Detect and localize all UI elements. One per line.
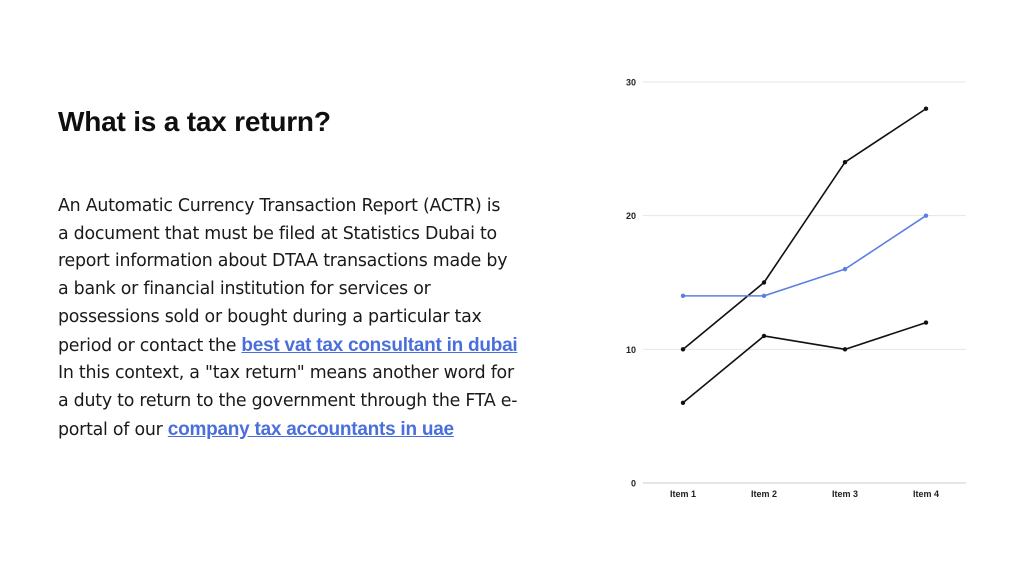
data-point [761,280,767,285]
chart-gridlines [643,81,966,484]
y-tick-label: 20 [626,211,636,221]
data-point [680,347,686,352]
y-tick-label: 30 [626,78,636,88]
x-tick-label: Item 2 [751,489,777,499]
data-point [761,293,767,299]
line-chart: 0 10 20 30 Item 1 Item 2 Item 3 Item 4 [626,78,966,499]
body-line: report information about DTAA transactio… [58,251,508,272]
body-paragraph: An Automatic Currency Transaction Report… [58,193,558,444]
data-point [842,160,848,165]
data-point [842,347,848,352]
series-line [682,108,927,350]
body-line: portal of our company tax accountants in… [58,416,558,445]
data-point [842,266,848,272]
data-point [680,400,686,405]
y-tick-label: 0 [631,479,636,489]
body-line: a duty to return to the government throu… [58,390,518,411]
data-point [923,106,929,111]
x-axis-tick-labels: Item 1 Item 2 Item 3 Item 4 [670,489,939,499]
body-line: In this context, a "tax return" means an… [58,363,514,384]
slide-title: What is a tax return? [58,106,331,137]
y-axis-tick-labels: 0 10 20 30 [626,78,636,489]
y-tick-label: 10 [626,345,636,355]
tax-accountants-link[interactable]: company tax accountants in uae [167,418,454,440]
body-line: possessions sold or bought during a part… [58,306,482,327]
body-line: a document that must be filed at Statist… [58,223,497,244]
data-point [923,213,929,218]
data-point [680,293,686,299]
vat-consultant-link[interactable]: best vat tax consultant in dubai [241,334,518,356]
x-tick-label: Item 4 [913,489,939,499]
chart-series [680,106,929,405]
data-point [761,333,767,339]
body-line-text: period or contact the [58,335,242,356]
body-line: An Automatic Currency Transaction Report… [58,196,501,216]
body-line: a bank or financial institution for serv… [58,279,431,300]
data-point [923,320,929,325]
x-tick-label: Item 1 [670,489,696,499]
series-line [683,214,927,297]
series-line [682,321,927,404]
body-line-text: portal of our [58,419,168,440]
x-tick-label: Item 3 [832,489,858,499]
body-line: period or contact the best vat tax consu… [58,332,558,361]
